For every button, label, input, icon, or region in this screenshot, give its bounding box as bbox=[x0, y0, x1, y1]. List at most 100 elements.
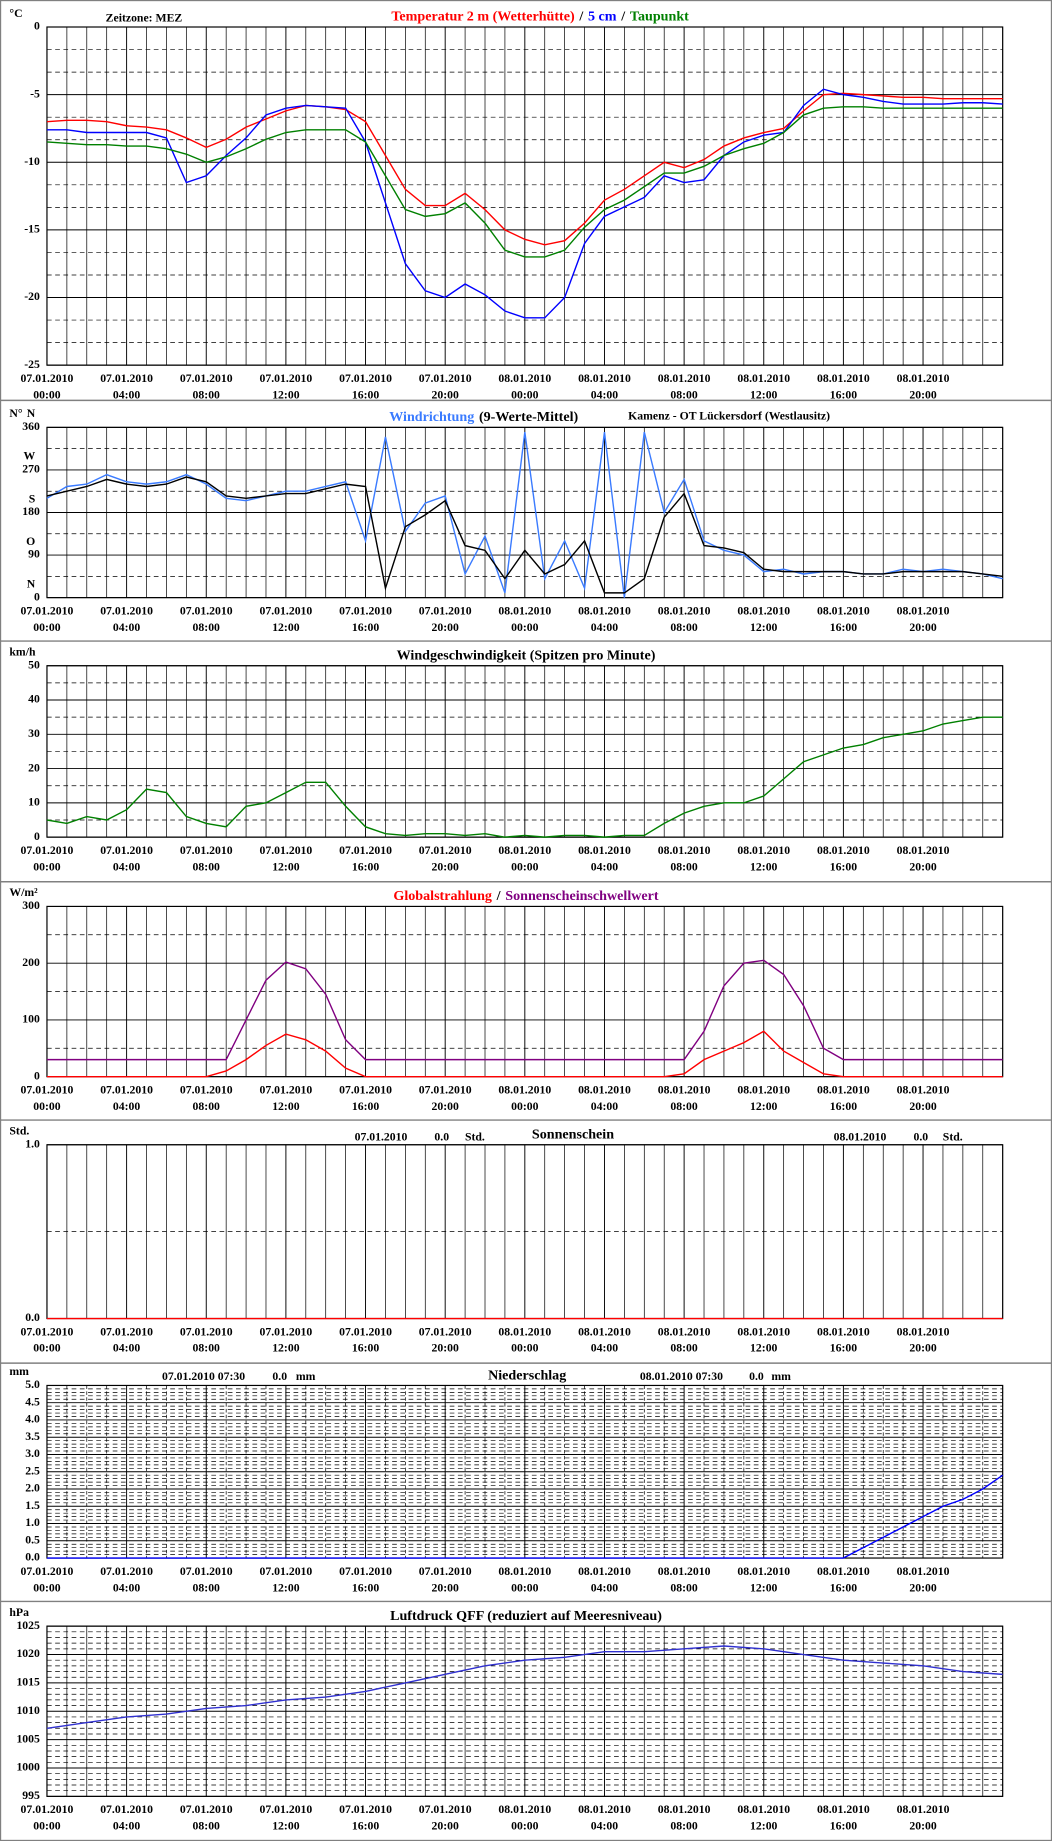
x-tick-label: 12:00 bbox=[750, 860, 778, 873]
x-tick-label: 07.01.2010 bbox=[419, 1083, 472, 1096]
x-tick-label: 07.01.2010 bbox=[259, 1803, 312, 1816]
y-tick-label: 0 bbox=[34, 20, 40, 33]
annotation: mm bbox=[771, 1370, 791, 1383]
x-tick-label: 08:00 bbox=[670, 621, 698, 634]
compass-label: W bbox=[23, 450, 35, 463]
x-tick-label: 16:00 bbox=[352, 388, 380, 401]
chart-title: Luftdruck QFF (reduziert auf Meeresnivea… bbox=[390, 1608, 662, 1624]
x-tick-label: 08.01.2010 bbox=[737, 604, 790, 617]
annotation: 08.01.2010 bbox=[834, 1130, 887, 1143]
annotation: mm bbox=[296, 1370, 316, 1383]
x-tick-label: 08.01.2010 bbox=[658, 1803, 711, 1816]
x-tick-label: 08.01.2010 bbox=[897, 1565, 950, 1578]
legend-entry: Taupunkt bbox=[630, 9, 689, 25]
x-tick-label: 07.01.2010 bbox=[21, 1803, 74, 1816]
x-tick-label: 08:00 bbox=[193, 388, 221, 401]
x-tick-label: 04:00 bbox=[113, 621, 141, 634]
x-tick-label: 07.01.2010 bbox=[180, 1083, 233, 1096]
x-tick-label: 08.01.2010 bbox=[817, 844, 870, 857]
y-tick-label: 270 bbox=[22, 463, 40, 476]
legend-entry: Globalstrahlung bbox=[393, 888, 492, 904]
y-tick-label: 360 bbox=[22, 420, 40, 433]
x-tick-label: 07.01.2010 bbox=[100, 604, 153, 617]
x-tick-label: 07.01.2010 bbox=[259, 1083, 312, 1096]
x-tick-label: 08.01.2010 bbox=[578, 372, 631, 385]
x-tick-label: 08.01.2010 bbox=[737, 1325, 790, 1338]
y-tick-label: 1025 bbox=[16, 1619, 40, 1632]
x-tick-label: 07.01.2010 bbox=[419, 372, 472, 385]
x-tick-label: 07.01.2010 bbox=[180, 1565, 233, 1578]
x-tick-label: 04:00 bbox=[591, 1342, 619, 1355]
x-tick-label: 08.01.2010 bbox=[737, 1565, 790, 1578]
x-tick-label: 08:00 bbox=[670, 1342, 698, 1355]
x-tick-label: 08.01.2010 bbox=[658, 604, 711, 617]
annotation: 0.0 bbox=[434, 1130, 449, 1143]
x-tick-label: 20:00 bbox=[909, 1820, 937, 1833]
x-tick-label: 07.01.2010 bbox=[180, 604, 233, 617]
axis-unit: hPa bbox=[9, 1606, 29, 1619]
legend-entry: Temperatur 2 m (Wetterhütte) bbox=[391, 9, 575, 25]
series-line bbox=[46, 92, 1003, 246]
x-tick-label: 07.01.2010 bbox=[21, 1325, 74, 1338]
y-tick-label: 30 bbox=[28, 727, 40, 740]
x-tick-label: 08.01.2010 bbox=[897, 1083, 950, 1096]
x-tick-label: 07.01.2010 bbox=[21, 604, 74, 617]
x-tick-label: 12:00 bbox=[750, 1342, 778, 1355]
x-tick-label: 00:00 bbox=[33, 1100, 61, 1113]
plot-frame bbox=[46, 665, 1004, 838]
x-tick-label: 04:00 bbox=[591, 388, 619, 401]
x-tick-label: 12:00 bbox=[272, 860, 300, 873]
x-tick-label: 20:00 bbox=[431, 621, 459, 634]
x-tick-label: 16:00 bbox=[352, 1342, 380, 1355]
x-tick-label: 12:00 bbox=[750, 388, 778, 401]
annotation: Kamenz - OT Lückersdorf (Westlausitz) bbox=[628, 409, 830, 422]
x-tick-label: 07.01.2010 bbox=[339, 1803, 392, 1816]
y-tick-label: 4.5 bbox=[25, 1395, 40, 1408]
legend: Temperatur 2 m (Wetterhütte)/5 cm / Taupun… bbox=[391, 9, 689, 25]
x-tick-label: 16:00 bbox=[830, 621, 858, 634]
legend-entry: Sonnenscheinschwellwert bbox=[505, 888, 659, 904]
annotation: 0.0 bbox=[749, 1370, 764, 1383]
y-tick-label: 40 bbox=[28, 693, 40, 706]
x-tick-label: 08.01.2010 bbox=[897, 372, 950, 385]
x-tick-label: 04:00 bbox=[113, 1342, 141, 1355]
x-tick-label: 00:00 bbox=[33, 621, 61, 634]
x-tick-label: 07.01.2010 bbox=[339, 604, 392, 617]
x-tick-label: 07.01.2010 bbox=[339, 1083, 392, 1096]
x-tick-label: 00:00 bbox=[511, 1820, 539, 1833]
y-tick-label: 20 bbox=[28, 761, 40, 774]
axis-unit: W/m² bbox=[9, 886, 38, 899]
x-tick-label: 08.01.2010 bbox=[658, 372, 711, 385]
series-line bbox=[46, 88, 1003, 319]
x-tick-label: 07.01.2010 bbox=[21, 372, 74, 385]
x-tick-label: 00:00 bbox=[33, 388, 61, 401]
x-tick-label: 08:00 bbox=[670, 1581, 698, 1594]
x-tick-label: 00:00 bbox=[33, 1581, 61, 1594]
series-line bbox=[46, 1030, 1003, 1078]
x-tick-label: 08:00 bbox=[670, 860, 698, 873]
x-tick-label: 00:00 bbox=[33, 860, 61, 873]
x-tick-label: 08.01.2010 bbox=[817, 1803, 870, 1816]
y-tick-label: 1.0 bbox=[25, 1516, 40, 1529]
x-tick-label: 08:00 bbox=[193, 1820, 221, 1833]
compass-label: O bbox=[26, 535, 35, 548]
x-tick-label: 00:00 bbox=[511, 1342, 539, 1355]
series-line bbox=[46, 106, 1003, 258]
x-tick-label: 07.01.2010 bbox=[180, 1325, 233, 1338]
x-tick-label: 16:00 bbox=[830, 860, 858, 873]
axis-unit: mm bbox=[9, 1365, 29, 1378]
x-tick-label: 04:00 bbox=[591, 1100, 619, 1113]
y-tick-label: 100 bbox=[22, 1013, 40, 1026]
y-tick-label: 0.0 bbox=[25, 1311, 40, 1324]
x-tick-label: 20:00 bbox=[431, 1342, 459, 1355]
x-tick-label: 12:00 bbox=[750, 1581, 778, 1594]
legend-entry: Windrichtung bbox=[389, 409, 474, 425]
x-tick-label: 16:00 bbox=[830, 1342, 858, 1355]
annotation: 08.01.2010 07:30 bbox=[640, 1370, 723, 1383]
x-tick-label: 07.01.2010 bbox=[259, 844, 312, 857]
y-tick-label: 10 bbox=[28, 796, 40, 809]
legend-separator: / bbox=[620, 9, 626, 25]
x-tick-label: 08.01.2010 bbox=[817, 372, 870, 385]
x-tick-label: 07.01.2010 bbox=[419, 1325, 472, 1338]
x-tick-label: 00:00 bbox=[511, 388, 539, 401]
